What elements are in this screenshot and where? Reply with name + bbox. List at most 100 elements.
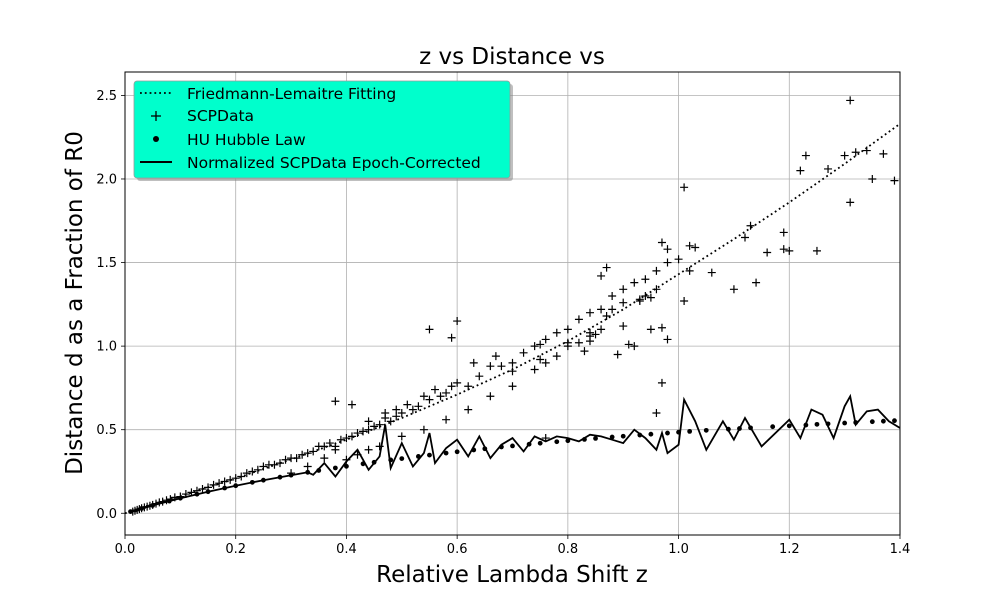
hubble-law-point xyxy=(620,433,626,439)
scpdata-point xyxy=(890,176,899,185)
series-1 xyxy=(128,96,899,516)
scpdata-point xyxy=(574,338,583,347)
scpdata-point xyxy=(298,450,307,459)
scpdata-point xyxy=(619,285,628,294)
x-axis-label: Relative Lambda Shift z xyxy=(376,562,648,588)
hubble-law-point xyxy=(880,418,886,424)
scpdata-point xyxy=(646,325,655,334)
scpdata-point xyxy=(253,465,262,474)
scpdata-point xyxy=(552,352,561,361)
scpdata-point xyxy=(453,317,462,326)
scpdata-point xyxy=(691,243,700,252)
y-tick-label: 1.0 xyxy=(96,340,117,355)
scpdata-point xyxy=(331,397,340,406)
scpdata-point xyxy=(209,480,218,489)
scpdata-point xyxy=(868,174,877,183)
y-tick-label: 2.5 xyxy=(96,89,117,104)
scpdata-point xyxy=(325,439,334,448)
axes-frame xyxy=(124,71,901,536)
scpdata-point xyxy=(641,275,650,284)
y-tick-label: 2.0 xyxy=(96,172,117,187)
scpdata-point xyxy=(469,358,478,367)
x-tick-label: 0.2 xyxy=(225,542,246,557)
scpdata-point xyxy=(359,427,368,436)
scpdata-point xyxy=(652,266,661,275)
scpdata-point xyxy=(397,408,406,417)
scpdata-point xyxy=(541,335,550,344)
hubble-law-point xyxy=(443,450,449,456)
scpdata-point xyxy=(486,392,495,401)
scpdata-point xyxy=(652,285,661,294)
scpdata-point xyxy=(248,467,257,476)
scpdata-point xyxy=(646,293,655,302)
scpdata-point xyxy=(685,266,694,275)
scpdata-point xyxy=(652,408,661,417)
scpdata-point xyxy=(497,362,506,371)
legend-label-normalized: Normalized SCPData Epoch-Corrected xyxy=(187,154,481,172)
scpdata-point xyxy=(741,233,749,242)
hubble-law-point xyxy=(648,431,654,437)
scpdata-point xyxy=(812,246,821,255)
scpdata-point xyxy=(597,305,606,314)
scpdata-point xyxy=(336,435,345,444)
scpdata-point xyxy=(364,445,373,454)
hubble-law-point xyxy=(770,424,776,430)
hubble-law-point xyxy=(537,440,543,446)
plot-area xyxy=(124,96,901,516)
hubble-law-point xyxy=(510,443,515,449)
scpdata-point xyxy=(586,337,594,346)
hubble-law-point xyxy=(892,418,897,424)
scpdata-point xyxy=(608,305,617,314)
scpdata-point xyxy=(530,342,539,351)
scpdata-point xyxy=(464,405,473,414)
scpdata-point xyxy=(259,462,268,471)
hubble-law-point xyxy=(593,435,598,441)
scpdata-point xyxy=(707,268,716,277)
scpdata-point xyxy=(796,166,805,175)
scpdata-point xyxy=(270,460,279,469)
scpdata-point xyxy=(242,469,251,478)
scpdata-point xyxy=(442,415,451,424)
hubble-law-point xyxy=(703,427,709,433)
hubble-law-point xyxy=(814,421,820,427)
scpdata-point xyxy=(386,417,395,426)
scpdata-point xyxy=(436,392,445,401)
y-tick-label: 0.0 xyxy=(96,507,117,522)
scpdata-point xyxy=(746,221,755,230)
scpdata-point xyxy=(624,340,633,349)
scpdata-point xyxy=(680,183,689,192)
scpdata-point xyxy=(597,271,606,280)
scpdata-point xyxy=(602,263,611,272)
scpdata-point xyxy=(331,445,340,454)
scpdata-point xyxy=(608,291,617,300)
normalized-scpdata-line xyxy=(130,393,901,513)
scpdata-point xyxy=(851,148,860,157)
y-tick-label: 0.5 xyxy=(96,423,117,438)
hubble-law-point xyxy=(869,419,875,425)
scpdata-point xyxy=(508,382,517,391)
scpdata-point xyxy=(752,278,761,287)
scpdata-point xyxy=(846,198,855,207)
scpdata-point xyxy=(635,296,644,305)
legend: Friedmann-Lemaitre Fitting SCPData HU Hu… xyxy=(133,80,513,181)
scpdata-point xyxy=(353,429,362,438)
scpdata-point xyxy=(464,382,473,391)
legend-key-scpdata xyxy=(151,111,161,121)
scpdata-point xyxy=(276,459,284,468)
x-tick-label: 0.8 xyxy=(558,542,579,557)
hubble-law-point xyxy=(399,456,405,462)
scpdata-point xyxy=(231,474,240,483)
scpdata-point xyxy=(370,422,379,431)
scpdata-point xyxy=(862,146,871,155)
scpdata-point xyxy=(442,388,451,397)
scpdata-point xyxy=(552,328,561,337)
scpdata-point xyxy=(425,325,434,334)
scpdata-point xyxy=(309,447,318,456)
scpdata-point xyxy=(519,348,528,357)
hubble-law-point xyxy=(332,465,338,471)
scpdata-point xyxy=(508,358,517,367)
hubble-law-point xyxy=(344,463,349,469)
scpdata-point xyxy=(215,479,224,488)
scpdata-point xyxy=(563,325,572,334)
